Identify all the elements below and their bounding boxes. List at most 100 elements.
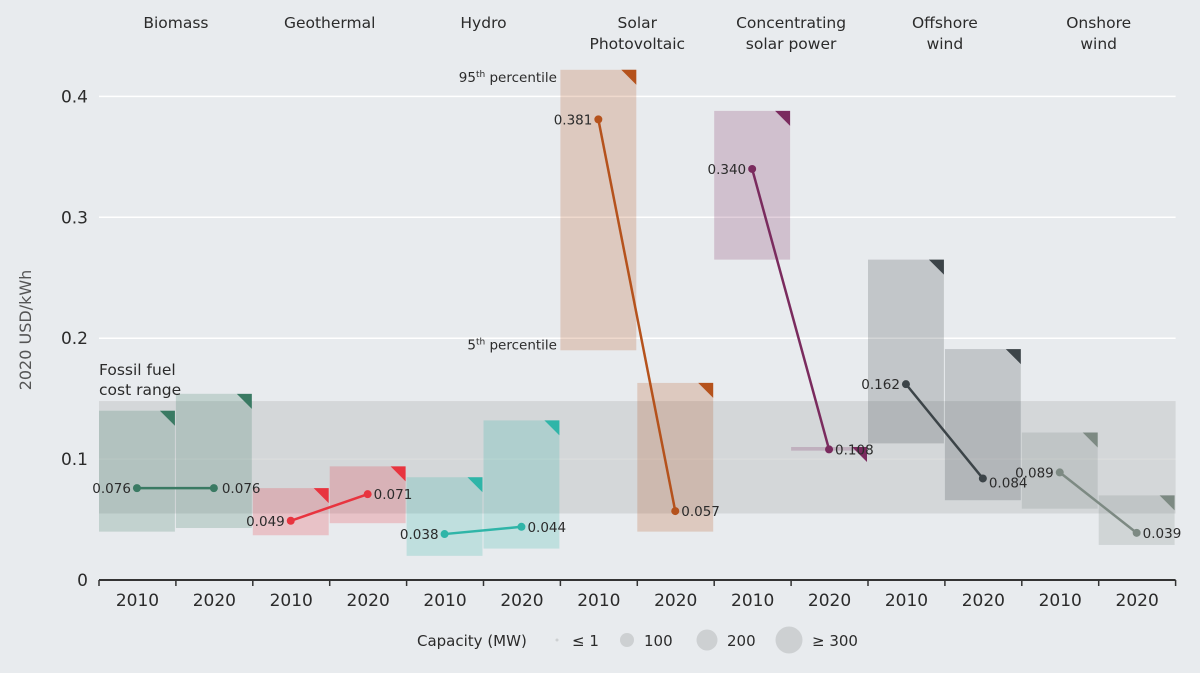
- value-label: 0.076: [92, 481, 131, 497]
- value-label: 0.381: [554, 112, 593, 128]
- capacity-marker: [1005, 349, 1021, 365]
- capacity-marker: [467, 477, 483, 493]
- series-line: [750, 168, 831, 450]
- percentile-label-suffix: th: [476, 337, 485, 347]
- category-label: Onshore wind: [1066, 14, 1131, 53]
- value-label: 0.108: [835, 442, 874, 458]
- series-line: [1058, 471, 1138, 534]
- y-tick-label: 0: [77, 571, 88, 591]
- data-point: [1055, 468, 1064, 477]
- series-line: [290, 492, 369, 522]
- value-label: 0.340: [707, 162, 746, 178]
- data-point: [901, 380, 910, 389]
- data-point: [132, 484, 141, 493]
- fossil-fuel-label-line: cost range: [99, 381, 181, 399]
- x-tick-label: 2020: [962, 591, 1005, 611]
- category-label: Concentrating solar power: [736, 14, 846, 53]
- percentile-bar: [99, 410, 175, 532]
- capacity-marker: [1159, 495, 1175, 511]
- labels: 0 0.1 0.2 0.3 0.4 2020 USD/kWh Fossil fuel cost…: [16, 14, 1181, 654]
- percentile-label-number: 5: [467, 337, 476, 353]
- series-line: [444, 525, 522, 536]
- category-label-line: Biomass: [143, 14, 208, 32]
- legend-item-label: 100: [644, 632, 673, 650]
- percentile-label-text: percentile: [485, 337, 557, 353]
- value-label: 0.039: [1143, 526, 1182, 542]
- fossil-fuel-range: [99, 401, 1176, 514]
- percentile-bar: [714, 110, 791, 260]
- legend-item-label: 200: [727, 632, 756, 650]
- legend-item-label: ≤ 1: [572, 632, 599, 650]
- y-tick-label: 0.3: [61, 208, 88, 228]
- percentile-bar: [175, 393, 252, 529]
- data-point: [286, 516, 295, 525]
- capacity-marker: [313, 488, 329, 504]
- x-tick-label: 2020: [193, 591, 236, 611]
- series-line: [597, 119, 677, 512]
- data-point: [671, 507, 680, 516]
- fossil-fuel-label-line: Fossil fuel: [99, 361, 176, 379]
- capacity-marker: [852, 447, 867, 463]
- percentile-label: 5th percentile: [467, 337, 557, 353]
- value-label: 0.057: [681, 504, 720, 520]
- x-tick-label: 2010: [1039, 591, 1082, 611]
- data-point: [209, 484, 218, 493]
- x-tick-label: 2020: [1116, 591, 1159, 611]
- data-point: [594, 115, 603, 124]
- percentile-bar: [406, 477, 483, 556]
- series-lines: [132, 115, 1141, 539]
- category-label-line: Concentrating: [736, 14, 846, 32]
- legend-size-marker: [555, 638, 559, 642]
- category-label: Solar Photovoltaic: [590, 14, 686, 53]
- category-label-line: Onshore: [1066, 14, 1131, 32]
- category-label: Geothermal: [284, 14, 375, 32]
- data-point: [440, 530, 449, 539]
- x-tick-label: 2020: [808, 591, 851, 611]
- percentile-label: 95th percentile: [459, 70, 557, 86]
- legend-size-marker: [620, 633, 634, 647]
- capacity-marker: [1082, 432, 1098, 448]
- value-label: 0.084: [989, 475, 1028, 491]
- legend-item-label: ≥ 300: [812, 632, 858, 650]
- y-tick-label: 0.2: [61, 329, 88, 349]
- fossil-fuel-label: Fossil fuel cost range: [99, 361, 181, 399]
- capacity-marker: [544, 420, 560, 436]
- category-label: Hydro: [460, 14, 506, 32]
- legend-size-marker: [696, 629, 718, 651]
- category-label-line: wind: [927, 35, 964, 53]
- capacity-marker: [928, 259, 944, 275]
- category-label-line: Geothermal: [284, 14, 375, 32]
- x-tick-label: 2010: [577, 591, 620, 611]
- category-label: Biomass: [143, 14, 208, 32]
- percentile-label-suffix: th: [476, 70, 485, 80]
- capacity-marker: [621, 69, 637, 85]
- category-label-line: Solar: [618, 14, 658, 32]
- legend-title: Capacity (MW): [417, 632, 527, 650]
- category-label-line: Offshore: [912, 14, 978, 32]
- value-label: 0.071: [374, 487, 413, 503]
- capacity-marker: [698, 382, 714, 398]
- value-label: 0.089: [1015, 465, 1054, 481]
- y-tick-label: 0.1: [61, 450, 88, 470]
- percentile-label-number: 95: [459, 70, 476, 86]
- category-label-line: solar power: [746, 35, 837, 53]
- category-label-line: Photovoltaic: [590, 35, 686, 53]
- x-tick-label: 2010: [270, 591, 313, 611]
- category-label-line: Hydro: [460, 14, 506, 32]
- data-point: [363, 490, 372, 499]
- x-tick-label: 2010: [885, 591, 928, 611]
- x-tick-label: 2010: [116, 591, 159, 611]
- capacity-marker: [775, 110, 791, 126]
- series-line: [904, 383, 984, 480]
- x-tick-label: 2010: [731, 591, 774, 611]
- data-point: [748, 164, 757, 173]
- data-point: [517, 522, 526, 531]
- capacity-marker: [390, 466, 406, 482]
- legend-size-marker: [775, 626, 803, 654]
- y-axis-label: 2020 USD/kWh: [16, 270, 35, 391]
- value-label: 0.044: [527, 520, 566, 536]
- data-point: [1132, 528, 1141, 537]
- y-tick-label: 0.4: [61, 87, 88, 107]
- x-tick-label: 2020: [654, 591, 697, 611]
